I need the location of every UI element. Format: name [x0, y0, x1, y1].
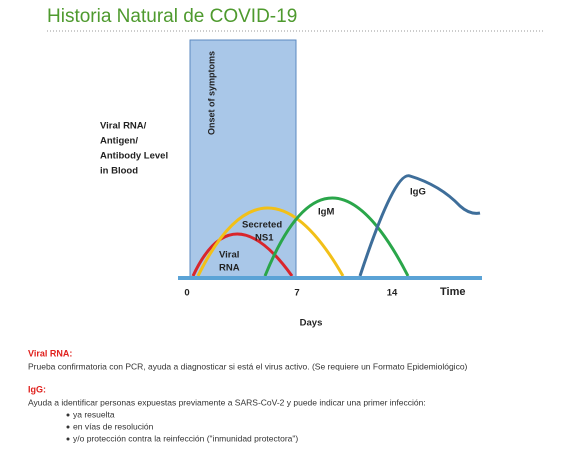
x-tick-label: 7: [294, 288, 299, 299]
curve-label: RNA: [219, 263, 240, 274]
x-tick-label: 14: [387, 288, 398, 299]
bullets: ya resuelta en vías de resolución y/o pr…: [66, 409, 298, 443]
onset-label: Onset of symptoms: [206, 51, 216, 135]
bullet: [66, 437, 70, 441]
bullet: [66, 425, 70, 429]
igg-curve: [358, 174, 481, 277]
note-text: Ayuda a identificar personas expuestas p…: [28, 397, 426, 407]
y-label: Viral RNA/: [100, 121, 147, 132]
bullet: [66, 413, 70, 417]
note-heading: Viral RNA:: [28, 348, 72, 358]
y-label: in Blood: [100, 166, 138, 177]
curve-label: Secreted: [242, 220, 282, 231]
curve-label: NS1: [255, 233, 274, 244]
ns1-curve: [196, 206, 345, 277]
bullet-text: en vías de resolución: [73, 421, 154, 431]
viral-rna-curve: [191, 232, 294, 277]
title: Historia Natural de COVID-19: [47, 6, 297, 27]
curve-label: IgM: [318, 207, 334, 218]
bullet-text: y/o protección contra la reinfección ("i…: [73, 433, 298, 443]
y-label: Antigen/: [100, 136, 138, 147]
note-text: Prueba confirmatoria con PCR, ayuda a di…: [28, 361, 468, 371]
igm-curve: [263, 196, 410, 277]
curve-label: Viral: [219, 250, 239, 261]
curve-label: IgG: [410, 187, 426, 198]
x-axis-title: Days: [300, 318, 323, 329]
onset-band: [189, 39, 297, 279]
y-label: Antibody Level: [100, 151, 168, 162]
bullet-text: ya resuelta: [73, 409, 115, 419]
x-axis-end-label: Time: [440, 286, 465, 298]
note-heading: IgG:: [28, 384, 46, 394]
x-tick-label: 0: [184, 288, 189, 299]
